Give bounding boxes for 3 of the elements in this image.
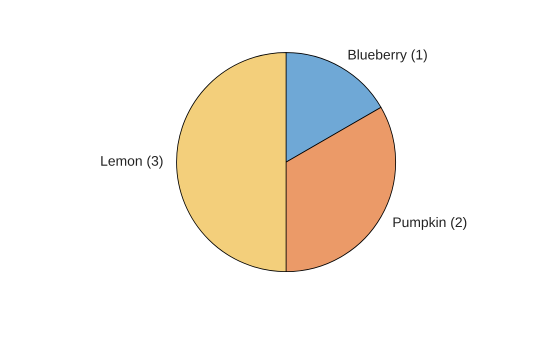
slice-label: Pumpkin (2): [393, 216, 466, 230]
slice-label: Lemon (3): [101, 156, 163, 169]
slice-label: Blueberry (1): [348, 49, 427, 62]
